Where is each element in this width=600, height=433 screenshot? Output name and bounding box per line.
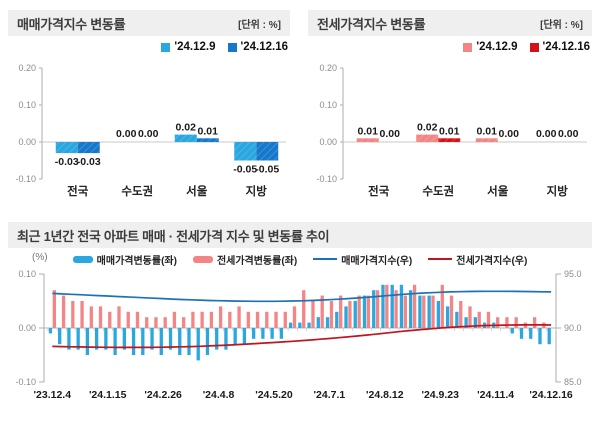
svg-text:전국: 전국 xyxy=(67,184,89,198)
svg-text:'24.1.15: '24.1.15 xyxy=(89,389,127,401)
svg-text:-0.03: -0.03 xyxy=(55,156,79,168)
svg-text:0.00: 0.00 xyxy=(380,128,401,140)
bar-swatch-icon xyxy=(192,255,213,263)
legend-swatch-icon xyxy=(463,42,473,52)
index-lines xyxy=(52,290,552,349)
svg-text:85.0: 85.0 xyxy=(564,377,582,387)
svg-text:0.01: 0.01 xyxy=(439,125,460,137)
legend-item-0: '24.12.9 xyxy=(161,41,216,53)
legend-swatch-icon xyxy=(227,42,237,52)
left-axis-unit-label: (%) xyxy=(32,252,48,263)
svg-text:0.20: 0.20 xyxy=(319,63,337,73)
legend-swatch-icon xyxy=(161,42,171,52)
svg-text:서울: 서울 xyxy=(487,184,509,198)
svg-text:0.02: 0.02 xyxy=(417,122,438,134)
svg-text:지방: 지방 xyxy=(246,184,268,198)
legend-label: '24.12.9 xyxy=(174,41,216,53)
sale-panel-title: 매매가격지수 변동률 xyxy=(17,16,126,32)
line-swatch-icon xyxy=(428,258,453,260)
jeonse-panel-unit: [단위 : %] xyxy=(540,19,583,31)
svg-text:수도권: 수도권 xyxy=(121,185,153,198)
jeonse-panel-title: 전세가격지수 변동률 xyxy=(317,16,426,32)
trend-legend-item-0: 매매가격변동률(좌) xyxy=(72,252,177,267)
trend-legend-row: (%) 매매가격변동률(좌) 전세가격변동률(좌) 매매가격지수(우) 전세가격지수(… xyxy=(8,250,592,268)
legend-item-0: '24.12.9 xyxy=(463,41,518,53)
svg-text:0.00: 0.00 xyxy=(536,128,557,140)
svg-text:0.00: 0.00 xyxy=(499,128,520,140)
svg-text:-0.10: -0.10 xyxy=(15,377,36,387)
jeonse-panel-header: 전세가격지수 변동률 [단위 : %] xyxy=(308,10,592,36)
legend-label: 전세가격변동률(좌) xyxy=(216,255,298,267)
legend-label: 매매가격변동률(좌) xyxy=(96,255,177,267)
trend-panel-title: 최근 1년간 전국 아파트 매매 · 전세가격 지수 및 변동률 추이 xyxy=(17,228,330,244)
svg-text:0.00: 0.00 xyxy=(18,137,36,147)
trend-chart-legend: 매매가격변동률(좌) 전세가격변동률(좌) 매매가격지수(우) 전세가격지수(우) xyxy=(8,250,592,268)
svg-text:'24.4.8: '24.4.8 xyxy=(203,389,235,401)
svg-text:수도권: 수도권 xyxy=(422,185,454,198)
svg-text:'24.11.4: '24.11.4 xyxy=(477,389,514,401)
trend-panel-header: 최근 1년간 전국 아파트 매매 · 전세가격 지수 및 변동률 추이 xyxy=(8,222,592,248)
svg-text:0.00: 0.00 xyxy=(558,128,579,140)
svg-text:-0.05: -0.05 xyxy=(233,164,257,176)
svg-text:-0.03: -0.03 xyxy=(77,156,101,168)
svg-text:0.00: 0.00 xyxy=(319,137,337,147)
bar-swatch-icon xyxy=(72,255,93,263)
trend-legend-item-3: 전세가격지수(우) xyxy=(428,252,527,267)
svg-text:'24.8.12: '24.8.12 xyxy=(366,389,404,401)
svg-text:'24.7.1: '24.7.1 xyxy=(314,389,346,401)
sale-change-panel: 매매가격지수 변동률 [단위 : %] '24.12.9 '24.12.16 0.… xyxy=(8,10,290,200)
sale-chart-legend: '24.12.9 '24.12.16 xyxy=(8,36,290,58)
svg-text:0.10: 0.10 xyxy=(18,269,36,279)
svg-text:0.10: 0.10 xyxy=(18,100,36,110)
svg-text:0.01: 0.01 xyxy=(477,125,498,137)
weekly-change-bars xyxy=(48,284,551,361)
svg-text:'24.2.26: '24.2.26 xyxy=(144,389,182,401)
svg-text:'23.12.4: '23.12.4 xyxy=(34,389,72,401)
trend-legend-item-1: 전세가격변동률(좌) xyxy=(192,252,298,267)
legend-label: 전세가격지수(우) xyxy=(456,255,528,267)
svg-text:서울: 서울 xyxy=(186,184,208,198)
svg-text:0.10: 0.10 xyxy=(319,100,337,110)
svg-text:0.01: 0.01 xyxy=(198,125,219,137)
svg-text:0.02: 0.02 xyxy=(176,122,197,134)
legend-label: '24.12.16 xyxy=(542,41,591,53)
legend-swatch-icon xyxy=(529,42,539,52)
jeonse-chart-legend: '24.12.9 '24.12.16 xyxy=(308,36,592,58)
svg-text:0.00: 0.00 xyxy=(18,323,36,333)
svg-text:-0.05: -0.05 xyxy=(255,164,279,176)
svg-text:전국: 전국 xyxy=(368,184,390,198)
svg-text:'24.5.20: '24.5.20 xyxy=(255,389,293,401)
legend-item-1: '24.12.16 xyxy=(227,41,289,53)
svg-text:-0.10: -0.10 xyxy=(15,174,36,184)
svg-text:95.0: 95.0 xyxy=(564,269,582,279)
line-swatch-icon xyxy=(313,258,338,260)
legend-label: '24.12.16 xyxy=(240,41,289,53)
trend-panel: 최근 1년간 전국 아파트 매매 · 전세가격 지수 및 변동률 추이 (%) … xyxy=(8,222,592,404)
trend-chart: 0.10 0.00 -0.10 95.0 90.0 85.0 '23.12.4 '24.1.1… xyxy=(15,269,582,401)
svg-text:지방: 지방 xyxy=(547,184,569,198)
svg-text:0.00: 0.00 xyxy=(138,128,159,140)
svg-text:0.20: 0.20 xyxy=(18,63,36,73)
svg-text:-0.10: -0.10 xyxy=(316,174,337,184)
legend-label: 매매가격지수(우) xyxy=(341,255,413,267)
sale-panel-unit: [단위 : %] xyxy=(238,19,281,31)
svg-text:'24.12.16: '24.12.16 xyxy=(529,389,573,401)
trend-legend-item-2: 매매가격지수(우) xyxy=(313,252,412,267)
svg-text:0.00: 0.00 xyxy=(116,128,137,140)
legend-label: '24.12.9 xyxy=(476,41,518,53)
svg-text:'24.9.23: '24.9.23 xyxy=(421,389,459,401)
svg-text:90.0: 90.0 xyxy=(564,323,582,333)
sale-panel-header: 매매가격지수 변동률 [단위 : %] xyxy=(8,10,290,36)
legend-item-1: '24.12.16 xyxy=(529,41,591,53)
svg-text:0.01: 0.01 xyxy=(358,125,379,137)
jeonse-change-panel: 전세가격지수 변동률 [단위 : %] '24.12.9 '24.12.16 0.… xyxy=(308,10,592,200)
